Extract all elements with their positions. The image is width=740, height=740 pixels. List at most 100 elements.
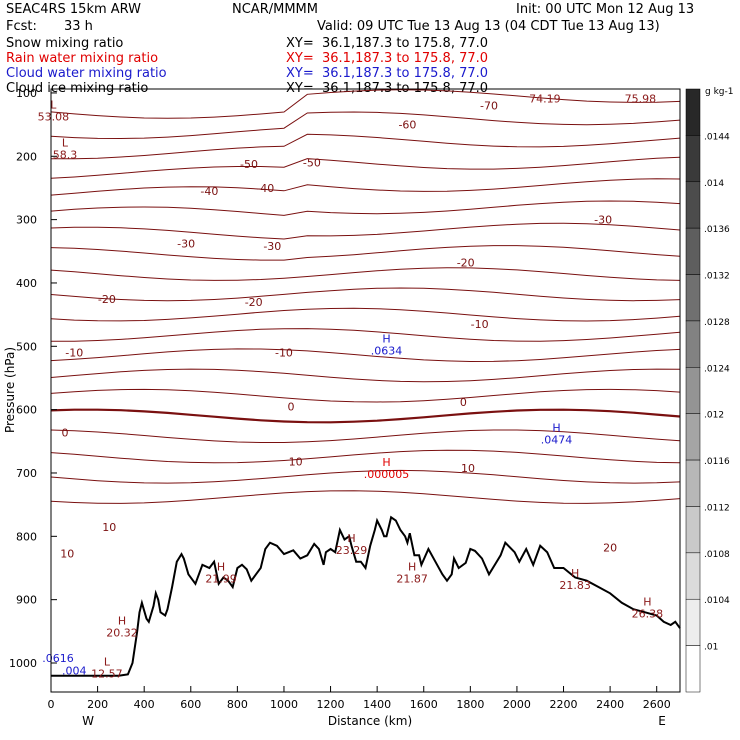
y-tick-label: 1000: [9, 657, 37, 670]
x-axis-west: W: [82, 714, 94, 728]
extremum-value: 20.32: [106, 626, 138, 639]
extremum-value: .0634: [371, 345, 403, 358]
colorbar-swatch: [685, 552, 701, 600]
extremum-mark: H: [382, 456, 390, 469]
field-name-snow: Snow mixing ratio: [6, 36, 124, 51]
contour-label: -10: [471, 318, 489, 331]
field-name-cloud-water: Cloud water mixing ratio: [6, 66, 167, 81]
terrain: [51, 515, 681, 677]
contour-label: 10: [289, 456, 303, 469]
x-tick-label: 2400: [596, 698, 624, 711]
x-tick-label: 1600: [410, 698, 438, 711]
isotherm-line: [50, 200, 681, 216]
field-name-rain: Rain water mixing ratio: [6, 51, 159, 66]
forecast-hours: 33 h: [64, 19, 93, 34]
isotherm-line: [50, 156, 681, 179]
isotherm-line: [50, 178, 681, 196]
isotherm-line: [50, 267, 681, 281]
isotherm-line: [50, 111, 681, 140]
x-tick-label: 800: [227, 698, 248, 711]
isotherm-line: [50, 368, 681, 383]
extremum-value: 21.99: [205, 573, 237, 586]
contour-label: -50: [303, 157, 321, 170]
y-tick-label: 400: [16, 277, 37, 290]
extremum-mark: H: [643, 595, 651, 608]
x-tick-label: 2600: [643, 698, 671, 711]
isotherm-line: [50, 307, 681, 322]
colorbar-swatch: [685, 88, 701, 136]
colorbar-tick-label: .0124: [704, 364, 730, 374]
colorbar-tick-label: .0128: [704, 318, 730, 328]
x-tick-label: 0: [48, 698, 55, 711]
extremum-value: 23.29: [336, 544, 368, 557]
colorbar-tick-label: .01: [704, 643, 718, 653]
y-tick-label: 200: [16, 150, 37, 163]
isotherm-line: [50, 449, 681, 464]
colorbar-swatch: [685, 320, 701, 368]
extremum-mark: H: [382, 333, 390, 346]
y-tick-label: 900: [16, 594, 37, 607]
colorbar-tick-label: .0136: [704, 225, 730, 235]
colorbar-swatch: [685, 506, 701, 554]
colorbar-swatch: [685, 598, 701, 646]
extremum-mark: H: [552, 421, 560, 434]
contour-label: 10: [60, 547, 74, 560]
extremum-mark: L: [104, 656, 111, 669]
colorbar-tick-label: .012: [704, 411, 724, 421]
colorbar-unit: g kg-1: [705, 87, 733, 97]
isotherm-line: [50, 222, 681, 240]
extremum-mark: L: [62, 136, 69, 149]
contour-label: 0: [287, 400, 294, 413]
y-tick-label: 100: [16, 87, 37, 100]
extremum-value: .000005: [364, 468, 410, 481]
colorbar-tick-label: .0112: [704, 503, 730, 513]
extremum-mark: L: [50, 98, 57, 111]
colorbar: .0144 .014 .0136 .0132 .0128 .0124 .012 .0116 .0…: [685, 88, 730, 693]
temperature-contours: [50, 89, 681, 504]
isotherm-line: [50, 388, 681, 403]
extremum-value: 21.83: [559, 579, 591, 592]
contour-label: 10: [461, 462, 475, 475]
colorbar-swatch: [685, 227, 701, 275]
forecast-label: Fcst:: [6, 19, 37, 34]
x-tick-label: 400: [134, 698, 155, 711]
model-title: SEAC4RS 15km ARW: [6, 2, 142, 17]
colorbar-tick-label: .0144: [704, 132, 730, 142]
colorbar-swatch: [685, 459, 701, 507]
valid-time: Valid: 09 UTC Tue 13 Aug 13 (04 CDT Tue …: [317, 19, 660, 34]
isotherm-line: [50, 429, 681, 443]
extremum-value: 26.38: [632, 607, 664, 620]
y-tick-label: 500: [16, 340, 37, 353]
contour-label: -40: [256, 182, 274, 195]
x-tick-label: 200: [87, 698, 108, 711]
y-tick-label: 300: [16, 214, 37, 227]
extremum-value: 58.3: [53, 148, 78, 161]
extremum-mark: H: [217, 561, 225, 574]
field-xy-rain: XY= 36.1,187.3 to 175.8, 77.0: [286, 51, 489, 66]
y-axis: 100 200 300 400 500 600 700 800 900 1000: [9, 87, 57, 670]
contour-label: -30: [594, 214, 612, 227]
isotherm-line: [50, 245, 681, 261]
colorbar-tick-label: .0104: [704, 596, 730, 606]
y-axis-label: Pressure (hPa): [3, 347, 17, 433]
contour-label: -70: [480, 100, 498, 113]
colorbar-tick-label: .0132: [704, 272, 730, 282]
extremum-value: .004: [62, 665, 87, 678]
contour-label: -20: [245, 296, 263, 309]
colorbar-swatch: [685, 274, 701, 322]
org-label: NCAR/MMMM: [232, 2, 318, 17]
colorbar-swatch: [685, 413, 701, 461]
x-tick-label: 600: [180, 698, 201, 711]
contour-label: -20: [98, 293, 116, 306]
x-axis-east: E: [658, 714, 666, 728]
contour-label: 10: [102, 521, 116, 534]
x-tick-label: 1000: [270, 698, 298, 711]
isotherm-line: [50, 408, 681, 424]
contour-label: -20: [457, 257, 475, 270]
y-tick-label: 700: [16, 467, 37, 480]
colorbar-tick-label: .014: [704, 179, 724, 189]
field-xy-snow: XY= 36.1,187.3 to 175.8, 77.0: [286, 36, 489, 51]
contour-labels: -70 -60 -50 -50 -40 -40 -30 -30 -30 -20 -20 -20 -10 -…: [60, 100, 617, 561]
contour-label: 0: [460, 396, 467, 409]
